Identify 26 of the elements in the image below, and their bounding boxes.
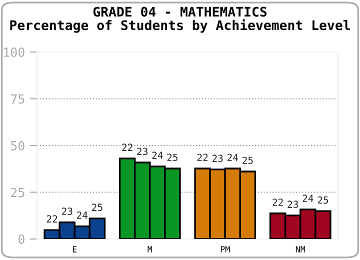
x-tick-label: M [148, 246, 152, 252]
series-label: 22 [197, 154, 208, 161]
chart-title: GRADE 04 - MATHEMATICS Percentage of Students by Achievement Level [10, 6, 350, 33]
text: 25 [92, 204, 102, 211]
text: 24 [302, 194, 314, 202]
series-label: 23 [137, 148, 148, 156]
y-tick-label: 75 [10, 94, 24, 104]
text: 25 [167, 154, 178, 162]
x-tick-label: E [72, 246, 77, 252]
text: 25 [242, 156, 253, 164]
text: 24 [77, 211, 88, 219]
y-tick-label: 100 [4, 48, 24, 57]
text: 22 [122, 144, 132, 151]
series-label: 24 [228, 154, 238, 161]
series-label: 25 [318, 196, 328, 204]
x-tick-label: NM [296, 246, 306, 252]
text: 23 [212, 154, 223, 162]
y-tick-label: 25 [11, 188, 24, 198]
text: 22 [46, 215, 58, 222]
text: 23 [288, 200, 298, 208]
text: 23 [62, 208, 72, 215]
y-tick-label: 50 [11, 141, 24, 150]
text: 24 [152, 152, 163, 159]
y-tick-label: 0 [18, 234, 24, 244]
x-tick-label: PM [220, 246, 230, 252]
text: 22 [272, 198, 283, 206]
